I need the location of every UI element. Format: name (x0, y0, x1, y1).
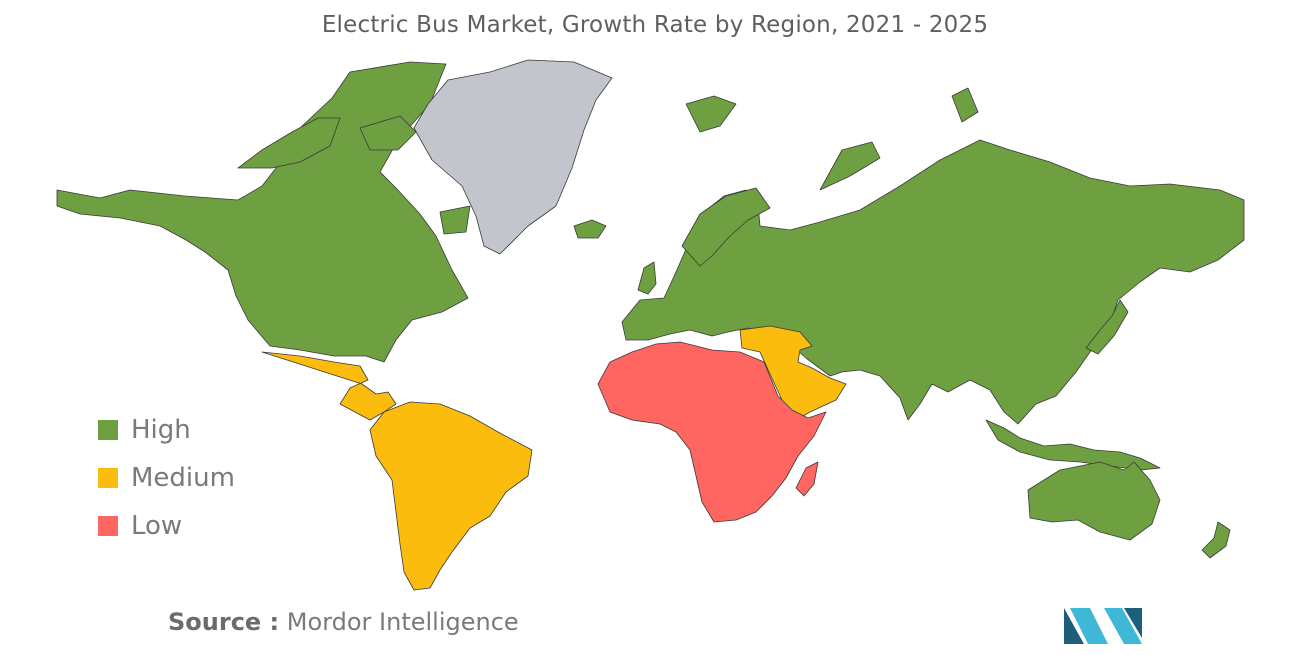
legend-item-medium: Medium (98, 454, 235, 502)
legend-label-low: Low (131, 511, 183, 541)
region-middle-east (739, 325, 847, 421)
logo-shape-mid (1070, 608, 1108, 644)
legend-label-high: High (131, 415, 191, 445)
source-text: Mordor Intelligence (286, 608, 519, 636)
logo-shape-left (1064, 608, 1084, 644)
region-canada-islands (237, 115, 471, 235)
region-scandinavia (681, 187, 771, 267)
mordor-intelligence-logo-icon (1064, 608, 1142, 644)
region-japan (1085, 299, 1129, 355)
legend: High Medium Low (98, 406, 235, 550)
chart-title: Electric Bus Market, Growth Rate by Regi… (321, 12, 989, 38)
region-new-zealand (1201, 521, 1231, 559)
source-note: Source : Mordor Intelligence (168, 608, 519, 636)
region-mexico-central-america (261, 351, 397, 421)
region-africa (597, 341, 827, 523)
legend-label-medium: Medium (131, 463, 235, 493)
legend-swatch-low (98, 516, 118, 536)
legend-item-low: Low (98, 502, 235, 550)
region-north-america (56, 61, 469, 363)
logo-shape-right (1104, 608, 1142, 644)
region-arctic-islands (685, 87, 979, 191)
region-iceland (573, 219, 607, 239)
region-southeast-asia (985, 419, 1161, 471)
region-australia (1027, 461, 1161, 541)
legend-swatch-medium (98, 468, 118, 488)
region-south-america (369, 401, 533, 591)
region-uk (637, 261, 657, 295)
logo-shape-bar (1124, 608, 1142, 638)
legend-item-high: High (98, 406, 235, 454)
region-madagascar (795, 461, 819, 497)
legend-swatch-high (98, 420, 118, 440)
source-label: Source : (168, 608, 280, 636)
region-greenland (413, 59, 613, 255)
